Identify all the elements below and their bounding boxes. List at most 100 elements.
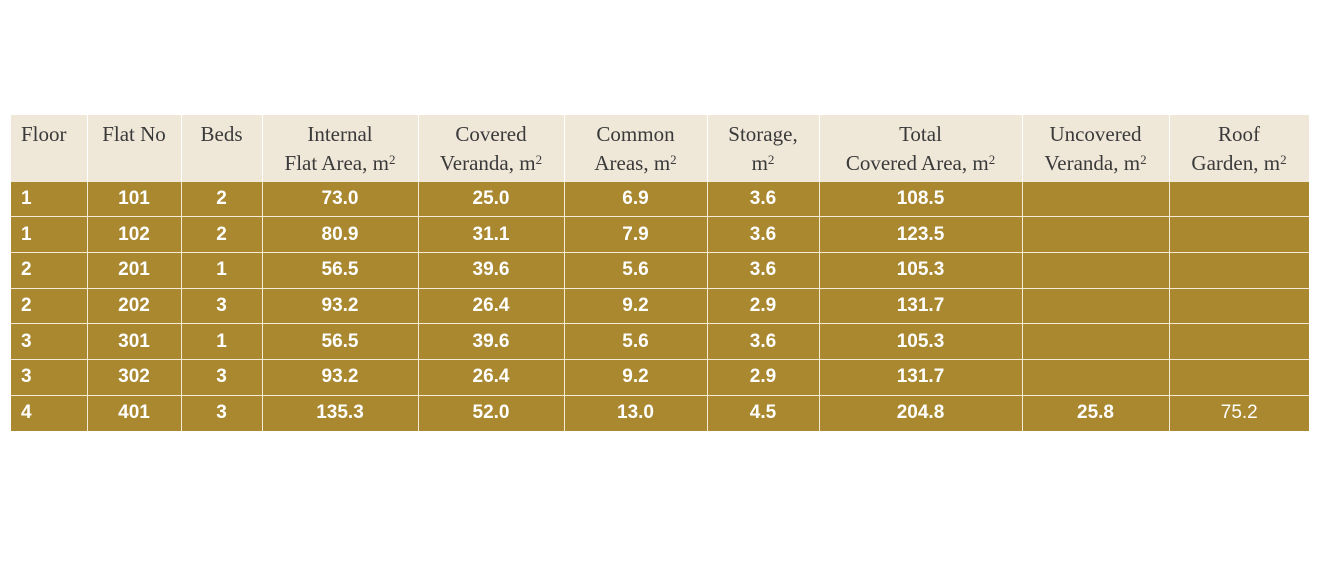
column-header-common-areas: Common Areas, m2: [564, 115, 708, 181]
cell-common-areas: 6.9: [563, 180, 708, 218]
cell-storage: 4.5: [706, 394, 820, 431]
header-line2: Flat Area, m: [284, 151, 389, 175]
cell-beds: 1: [180, 323, 263, 360]
header-line1: Internal: [307, 122, 373, 146]
cell-flat-no: 301: [86, 323, 182, 360]
cell-covered-veranda: 39.6: [417, 323, 565, 360]
cell-uncovered-veranda: [1021, 358, 1170, 396]
cell-uncovered-veranda: [1021, 216, 1170, 253]
column-header-covered-veranda: Covered Veranda, m2: [418, 115, 565, 181]
header-line2: Covered Area, m: [845, 151, 989, 175]
cell-internal-flat-area: 80.9: [261, 216, 419, 253]
cell-common-areas: 5.6: [563, 323, 708, 360]
cell-beds: 2: [180, 216, 263, 253]
cell-uncovered-veranda: [1021, 323, 1170, 360]
cell-common-areas: 5.6: [563, 251, 708, 289]
cell-floor: 4: [11, 394, 88, 431]
cell-beds: 1: [180, 251, 263, 289]
cell-covered-veranda: 39.6: [417, 251, 565, 289]
table-row: 3 302 3 93.2 26.4 9.2 2.9 131.7: [11, 358, 1309, 396]
column-header-flat-no: Flat No: [87, 115, 182, 181]
cell-beds: 2: [180, 180, 263, 218]
cell-uncovered-veranda: [1021, 287, 1170, 325]
cell-beds: 3: [180, 287, 263, 325]
cell-covered-veranda: 26.4: [417, 287, 565, 325]
cell-storage: 2.9: [706, 358, 820, 396]
table-header-row: Floor Flat No Beds Internal Flat Area, m2 Cov…: [11, 115, 1310, 181]
cell-common-areas: 7.9: [563, 216, 708, 253]
cell-total-covered-area: 204.8: [818, 394, 1023, 431]
cell-flat-no: 102: [86, 216, 182, 253]
cell-internal-flat-area: 93.2: [261, 358, 419, 396]
cell-storage: 3.6: [706, 251, 820, 289]
table-row: 4 401 3 135.3 52.0 13.0 4.5 204.8 25.8 75.2: [11, 394, 1309, 431]
cell-floor: 1: [11, 180, 88, 218]
cell-total-covered-area: 131.7: [818, 358, 1023, 396]
header-superscript: 2: [670, 152, 677, 167]
header-line2: Garden, m: [1191, 151, 1281, 175]
cell-internal-flat-area: 56.5: [261, 323, 419, 360]
cell-roof-garden: 75.2: [1168, 394, 1309, 431]
cell-internal-flat-area: 73.0: [261, 180, 419, 218]
cell-total-covered-area: 105.3: [818, 251, 1023, 289]
cell-roof-garden: [1168, 216, 1309, 253]
cell-roof-garden: [1168, 287, 1309, 325]
header-line2: Veranda, m: [439, 151, 536, 175]
table-row: 1 102 2 80.9 31.1 7.9 3.6 123.5: [11, 216, 1309, 253]
cell-floor: 2: [11, 287, 88, 325]
header-line1: Floor: [21, 122, 67, 146]
cell-storage: 3.6: [706, 323, 820, 360]
column-header-internal-flat-area: Internal Flat Area, m2: [262, 115, 419, 181]
header-line2: m: [751, 151, 768, 175]
header-line1: Common: [596, 122, 675, 146]
cell-common-areas: 13.0: [563, 394, 708, 431]
cell-flat-no: 201: [86, 251, 182, 289]
header-superscript: 2: [1280, 152, 1287, 167]
cell-common-areas: 9.2: [563, 287, 708, 325]
header-line2: Veranda, m: [1044, 151, 1141, 175]
cell-floor: 3: [11, 358, 88, 396]
column-header-uncovered-veranda: Uncovered Veranda, m2: [1022, 115, 1170, 181]
cell-flat-no: 302: [86, 358, 182, 396]
header-superscript: 2: [1140, 152, 1147, 167]
cell-covered-veranda: 25.0: [417, 180, 565, 218]
cell-storage: 3.6: [706, 180, 820, 218]
header-superscript: 2: [767, 152, 775, 167]
header-superscript: 2: [388, 152, 396, 167]
column-header-floor: Floor: [11, 115, 88, 181]
header-superscript: 2: [535, 152, 543, 167]
column-header-storage: Storage, m2: [707, 115, 820, 181]
cell-floor: 3: [11, 323, 88, 360]
header-line1: Roof: [1218, 122, 1260, 146]
cell-beds: 3: [180, 358, 263, 396]
cell-roof-garden: [1168, 323, 1309, 360]
cell-internal-flat-area: 56.5: [261, 251, 419, 289]
cell-beds: 3: [180, 394, 263, 431]
cell-internal-flat-area: 135.3: [261, 394, 419, 431]
column-header-beds: Beds: [181, 115, 263, 181]
header-line1: Covered: [455, 122, 527, 146]
cell-flat-no: 401: [86, 394, 182, 431]
cell-total-covered-area: 108.5: [818, 180, 1023, 218]
cell-floor: 2: [11, 251, 88, 289]
cell-roof-garden: [1168, 180, 1309, 218]
cell-uncovered-veranda: [1021, 251, 1170, 289]
cell-uncovered-veranda: 25.8: [1021, 394, 1170, 431]
cell-total-covered-area: 131.7: [818, 287, 1023, 325]
header-line1: Storage,: [728, 122, 798, 146]
table-row: 2 201 1 56.5 39.6 5.6 3.6 105.3: [11, 251, 1309, 289]
cell-covered-veranda: 31.1: [417, 216, 565, 253]
table-row: 2 202 3 93.2 26.4 9.2 2.9 131.7: [11, 287, 1309, 325]
cell-total-covered-area: 123.5: [818, 216, 1023, 253]
cell-storage: 3.6: [706, 216, 820, 253]
cell-internal-flat-area: 93.2: [261, 287, 419, 325]
cell-floor: 1: [11, 216, 88, 253]
cell-roof-garden: [1168, 251, 1309, 289]
column-header-total-covered-area: Total Covered Area, m2: [819, 115, 1023, 181]
table-row: 3 301 1 56.5 39.6 5.6 3.6 105.3: [11, 323, 1309, 360]
flat-areas-table: Floor Flat No Beds Internal Flat Area, m2 Cov…: [11, 115, 1310, 431]
cell-flat-no: 202: [86, 287, 182, 325]
cell-covered-veranda: 26.4: [417, 358, 565, 396]
cell-storage: 2.9: [706, 287, 820, 325]
cell-uncovered-veranda: [1021, 180, 1170, 218]
